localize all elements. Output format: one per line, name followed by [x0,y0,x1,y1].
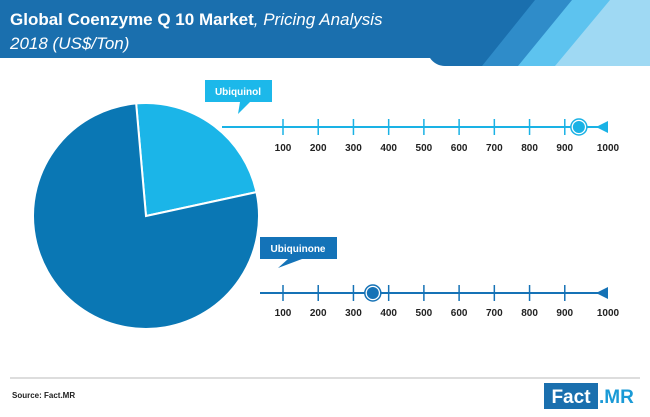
logo-left-box [544,383,598,409]
scale-tick-label: 700 [486,308,503,319]
pie-slice-ubiquinol [135,102,258,218]
logo-left-text: Fact [551,387,591,408]
scale-tick-label: 800 [521,143,538,154]
scale-tick-label: 100 [275,143,292,154]
factmr-logo: Fact .MR [544,383,634,409]
scale-tick-label: 1000 [597,143,620,154]
callout-ubiquinone: Ubiquinone [260,237,337,268]
price-scale-ubiquinol: 100 200 300 400 500 600 700 800 900 1000 [222,118,620,154]
price-marker-ubiquinol [572,121,585,133]
page-title: Global Coenzyme Q 10 Market, Pricing Ana… [10,10,383,29]
price-scale-ubiquinone: 100 200 300 400 500 600 700 800 900 1000 [260,284,620,319]
callout-ubiquinol-bubble [205,80,272,114]
scale-tick-label: 300 [345,308,362,319]
scale-tick-label: 400 [380,308,397,319]
scale-tick-label: 200 [310,308,327,319]
pie-slice-ubiquinone [32,102,260,330]
scale-tick-label: 300 [345,143,362,154]
callout-ubiquinone-bubble [260,237,337,268]
callout-ubiquinol: Ubiquinol [205,80,272,114]
price-marker-ubiquinone [366,287,379,299]
scale-tick-label: 500 [416,308,433,319]
scale-tick-label: 100 [275,308,292,319]
logo-right-text: .MR [599,387,634,408]
scale-tick-label: 900 [556,143,573,154]
pie-chart [32,102,260,330]
banner-main [0,0,535,67]
source-note: Source: Fact.MR [12,391,75,400]
scale-tick-label: 1000 [597,308,620,319]
scale-tick-label: 200 [310,143,327,154]
scale-tick-label: 600 [451,308,468,319]
scale-tick-label: 700 [486,143,503,154]
scale-tick-label: 400 [380,143,397,154]
scale-tick-label: 500 [416,143,433,154]
title-bold-part: Global Coenzyme Q 10 Market [10,10,254,29]
callout-ubiquinol-label: Ubiquinol [215,87,261,98]
title-italic-part: , Pricing Analysis [254,10,383,29]
scale-arrow-icon [596,121,608,133]
header-banner: Global Coenzyme Q 10 Market, Pricing Ana… [0,0,650,67]
scale-arrow-icon [596,287,608,299]
price-scales: 100 200 300 400 500 600 700 800 900 1000 100 200 300… [222,118,620,319]
page-subtitle: 2018 (US$/Ton) [9,34,129,53]
callout-ubiquinone-label: Ubiquinone [271,244,326,255]
scale-tick-label: 900 [556,308,573,319]
footer: Source: Fact.MR Fact .MR [10,377,640,409]
scale-tick-label: 600 [451,143,468,154]
scale-tick-label: 800 [521,308,538,319]
